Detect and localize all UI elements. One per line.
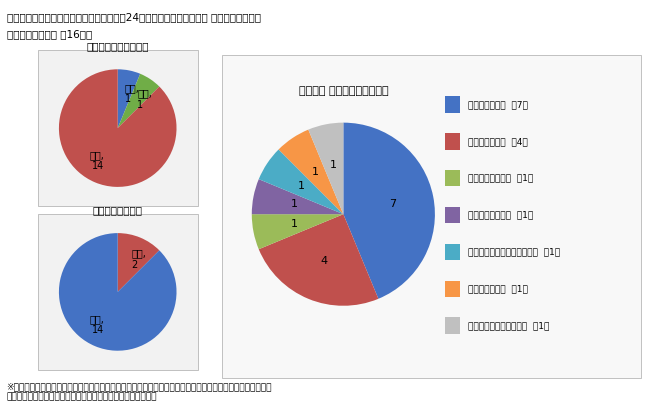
Text: 1: 1 <box>290 219 298 229</box>
Text: ※　国家公務員採用１種試験（行政、法律又は経済に限る。）の採用候補者名簿の中から、平成２４年４月１
　　日から平成２５年３月３１日までに採用した一般職の職員: ※ 国家公務員採用１種試験（行政、法律又は経済に限る。）の採用候補者名簿の中から… <box>7 382 272 402</box>
FancyBboxPatch shape <box>445 96 460 113</box>
Text: 女性,
2: 女性, 2 <box>131 249 146 270</box>
Title: 専門区分　単位：人）: 専門区分 単位：人） <box>86 41 149 51</box>
Wedge shape <box>59 233 177 351</box>
Wedge shape <box>118 74 160 128</box>
Text: 東京大学大学院工学系研究科  （1）: 東京大学大学院工学系研究科 （1） <box>468 247 560 256</box>
FancyBboxPatch shape <box>445 244 460 260</box>
Text: 京都大学法学部  （4）: 京都大学法学部 （4） <box>468 137 528 146</box>
FancyBboxPatch shape <box>445 170 460 186</box>
Wedge shape <box>252 179 343 214</box>
FancyBboxPatch shape <box>445 281 460 297</box>
Wedge shape <box>259 150 343 214</box>
Text: 東京大学教養学部  （1）: 東京大学教養学部 （1） <box>468 174 534 183</box>
Title: 性別　単位：人）: 性別 単位：人） <box>93 205 143 215</box>
Wedge shape <box>118 233 160 292</box>
Text: 1: 1 <box>290 200 298 210</box>
Text: 行政,
1: 行政, 1 <box>125 83 139 104</box>
Wedge shape <box>308 123 343 214</box>
Text: 早稲田大学政治経済学部  （1）: 早稲田大学政治経済学部 （1） <box>468 321 549 330</box>
Text: 経済,
1: 経済, 1 <box>137 88 152 110</box>
FancyBboxPatch shape <box>445 318 460 334</box>
Wedge shape <box>118 69 140 128</box>
Text: 7: 7 <box>389 200 396 210</box>
Text: 東京大学法学部  （7）: 東京大学法学部 （7） <box>468 100 528 109</box>
Wedge shape <box>59 69 177 187</box>
Text: 1: 1 <box>312 167 319 177</box>
Text: 東京大学経済学部  （1）: 東京大学経済学部 （1） <box>468 210 534 220</box>
Wedge shape <box>279 130 343 214</box>
Text: 1: 1 <box>298 181 305 191</box>
Text: 1: 1 <box>330 160 337 170</box>
Text: 法律,
14: 法律, 14 <box>90 150 104 171</box>
Wedge shape <box>252 214 343 249</box>
Text: 男性,
14: 男性, 14 <box>90 314 104 335</box>
Text: 4: 4 <box>320 256 328 266</box>
FancyBboxPatch shape <box>445 133 460 150</box>
Text: （ｊ）事務系区分 計16人）: （ｊ）事務系区分 計16人） <box>7 29 92 39</box>
Wedge shape <box>343 123 435 299</box>
Text: 東北大学法学部  （1）: 東北大学法学部 （1） <box>468 284 528 293</box>
Wedge shape <box>259 214 379 306</box>
Title: 出身大学 学部等　単位：人）: 出身大学 学部等 単位：人） <box>298 86 388 96</box>
Text: イ　国家公務員採用１種試験による採用者24人の専門区分、出身大学 学部、性別の内訳: イ 国家公務員採用１種試験による採用者24人の専門区分、出身大学 学部、性別の内… <box>7 13 260 23</box>
FancyBboxPatch shape <box>445 207 460 223</box>
